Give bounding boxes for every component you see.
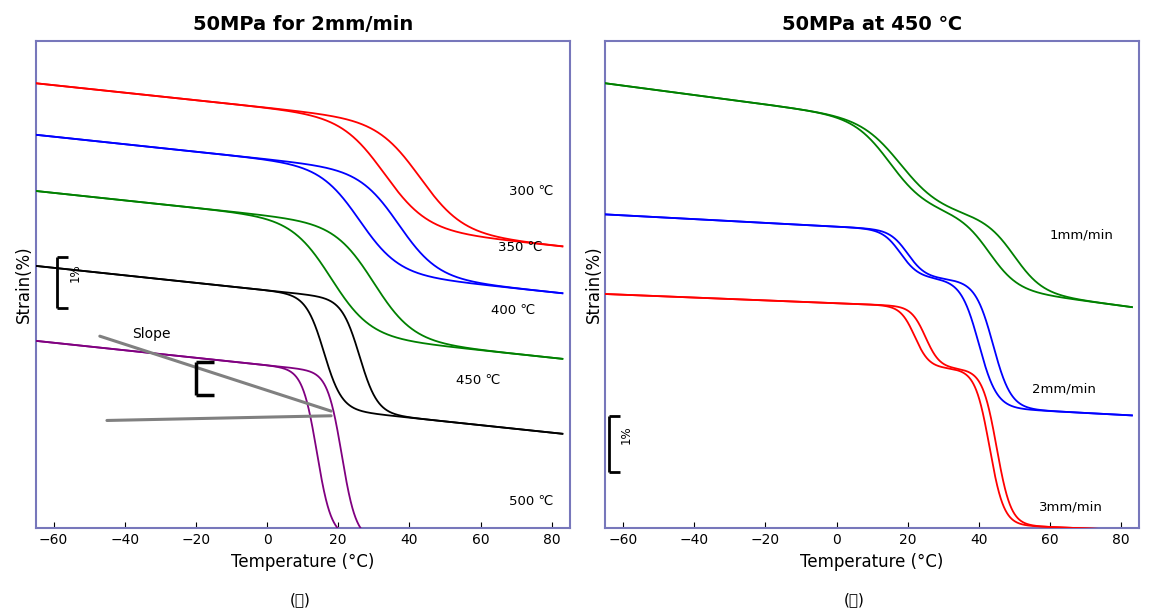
X-axis label: Temperature (°C): Temperature (°C) (801, 553, 944, 570)
Text: 350 ℃: 350 ℃ (499, 241, 542, 254)
Text: 450 ℃: 450 ℃ (456, 374, 500, 387)
Title: 50MPa for 2mm/min: 50MPa for 2mm/min (193, 15, 413, 34)
Y-axis label: Strain(%): Strain(%) (15, 246, 33, 323)
Text: Slope: Slope (132, 327, 171, 341)
Text: 400 ℃: 400 ℃ (492, 304, 535, 317)
Text: 1%: 1% (68, 264, 82, 282)
Title: 50MPa at 450 ℃: 50MPa at 450 ℃ (782, 15, 962, 34)
Text: 1mm/min: 1mm/min (1050, 229, 1114, 242)
Text: (나): (나) (844, 592, 864, 607)
Text: 1%: 1% (620, 425, 634, 444)
Text: (가): (가) (290, 592, 310, 607)
X-axis label: Temperature (°C): Temperature (°C) (231, 553, 374, 570)
Y-axis label: Strain(%): Strain(%) (584, 246, 602, 323)
Text: 500 ℃: 500 ℃ (509, 495, 554, 508)
Text: 300 ℃: 300 ℃ (509, 184, 554, 198)
Text: 2mm/min: 2mm/min (1033, 382, 1096, 395)
Text: 3mm/min: 3mm/min (1040, 501, 1103, 514)
